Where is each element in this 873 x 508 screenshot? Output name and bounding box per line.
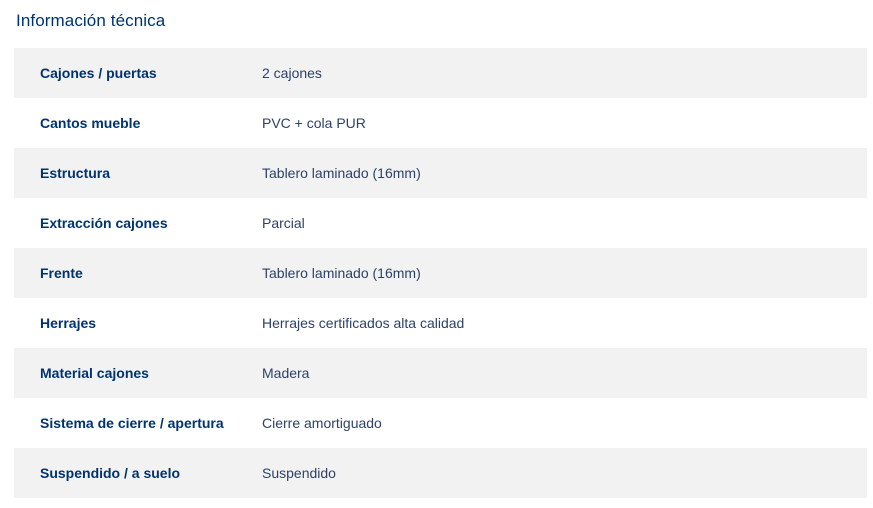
spec-row-value: Herrajes certificados alta calidad [262,315,465,331]
spec-row-label: Cajones / puertas [40,65,157,81]
spec-row-label: Extracción cajones [40,215,168,231]
spec-row-value: 2 cajones [262,65,322,81]
spec-row-value: Tablero laminado (16mm) [262,165,421,181]
spec-row-value: Cierre amortiguado [262,415,382,431]
table-row: Cantos mueble PVC + cola PUR [14,98,867,148]
spec-row-label: Estructura [40,165,111,181]
table-row: Material cajones Madera [14,348,867,398]
spec-row-value: Tablero laminado (16mm) [262,265,421,281]
spec-row-value: Madera [262,365,310,381]
spec-row-label: Herrajes [40,315,97,331]
spec-row-value: PVC + cola PUR [262,115,366,131]
table-row: Estructura Tablero laminado (16mm) [14,148,867,198]
spec-row-label: Suspendido / a suelo [40,465,181,481]
spec-row-value: Suspendido [262,465,336,481]
table-row: Frente Tablero laminado (16mm) [14,248,867,298]
table-row: Sistema de cierre / apertura Cierre amort… [14,398,867,448]
table-row: Herrajes Herrajes certificados alta calid… [14,298,867,348]
table-row: Cajones / puertas 2 cajones [14,48,867,98]
spec-row-label: Cantos mueble [40,115,141,131]
table-row: Suspendido / a suelo Suspendido [14,448,867,498]
spec-row-label: Material cajones [40,365,149,381]
table-row: Extracción cajones Parcial [14,198,867,248]
spec-row-label: Sistema de cierre / apertura [40,415,224,431]
spec-row-label: Frente [40,265,83,281]
spec-row-value: Parcial [262,215,305,231]
page-title: Información técnica [16,11,166,30]
spec-table: Cajones / puertas 2 cajones Cantos mueble P… [14,48,867,498]
